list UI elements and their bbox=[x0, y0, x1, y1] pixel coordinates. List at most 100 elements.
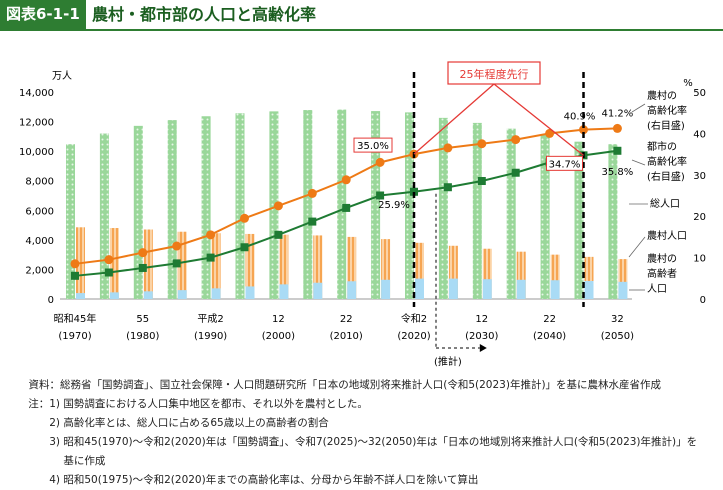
bar-total-population bbox=[133, 125, 143, 299]
point-urban-aging-rate bbox=[410, 187, 418, 196]
label-urban-2045: 34.7% bbox=[549, 159, 581, 170]
source-lead: 資料： bbox=[28, 379, 61, 391]
label-box-rural-2020 bbox=[353, 137, 393, 153]
bar-rural-population bbox=[211, 233, 221, 299]
label-urban-2050: 35.8% bbox=[602, 167, 634, 178]
label-rural-2045: 40.9% bbox=[564, 112, 596, 123]
bar-total-population bbox=[337, 109, 347, 299]
point-rural-aging-rate bbox=[138, 248, 148, 258]
bar-total-population bbox=[371, 111, 381, 299]
point-rural-aging-rate bbox=[172, 241, 182, 251]
x-tick-sublabel: (2030) bbox=[465, 331, 498, 342]
bar-total-population bbox=[608, 144, 618, 299]
bar-rural-elderly bbox=[109, 292, 119, 299]
x-tick-sublabel: (2050) bbox=[601, 331, 634, 342]
legend-urban-aging-rate: 都市の高齢化率(右目盛) bbox=[647, 140, 687, 183]
note-2-lead: 2) bbox=[49, 417, 60, 429]
source-text: 総務省「国勢調査」、国立社会保障・人口問題研究所「日本の地域別将来推計人口(令和… bbox=[60, 379, 662, 391]
x-tick-sublabel: (1980) bbox=[126, 331, 159, 342]
left-axis-unit: 万人 bbox=[52, 70, 72, 82]
point-urban-aging-rate bbox=[477, 177, 486, 186]
bar-rural-elderly bbox=[177, 290, 187, 299]
bar-total-population bbox=[99, 133, 109, 299]
bar-total-population bbox=[438, 117, 448, 299]
callout-arrow-left bbox=[413, 83, 495, 155]
legend-leader-urban-rate bbox=[631, 159, 646, 166]
x-tick-sublabel: (2020) bbox=[397, 331, 430, 342]
bar-rural-population bbox=[245, 233, 255, 299]
bar-rural-population bbox=[143, 229, 153, 299]
bar-rural-population bbox=[381, 239, 391, 299]
right-tick-label: 10 bbox=[693, 254, 706, 265]
bar-rural-elderly bbox=[482, 279, 492, 299]
bar-rural-elderly bbox=[279, 284, 289, 299]
label-box-urban-2045 bbox=[546, 155, 583, 171]
bar-rural-elderly bbox=[584, 280, 594, 299]
point-urban-aging-rate bbox=[613, 146, 622, 155]
chart-area: 万人% 0 2,000 4,000 6,000 8,000 10,000 12,000 14,0… bbox=[19, 61, 706, 368]
x-tick-label: 22 bbox=[543, 314, 556, 325]
legend-rural-elderly: 農村の高齢者人口 bbox=[647, 252, 677, 295]
note-1: 国勢調査における人口集中地区を都市、それ以外を農村とした。 bbox=[63, 398, 368, 410]
x-tick-sublabel: (2000) bbox=[262, 331, 295, 342]
point-urban-aging-rate bbox=[308, 217, 317, 226]
callout-arrow-right bbox=[493, 83, 584, 156]
projection-label: (推計) bbox=[434, 355, 462, 368]
legend-leader-rural-rate bbox=[631, 103, 646, 113]
x-tick-label: 55 bbox=[136, 314, 149, 325]
bar-total-population bbox=[235, 113, 245, 299]
note-3-lead: 3) bbox=[49, 436, 60, 448]
bar-rural-elderly bbox=[347, 281, 357, 299]
note-3: 昭和45(1970)〜令和2(2020)年は「国勢調査」、令和7(2025)〜3… bbox=[63, 436, 698, 448]
bar-total-population bbox=[540, 135, 550, 299]
chart-title: 農村・都市部の人口と高齢化率 bbox=[92, 5, 317, 24]
x-tick-label: 12 bbox=[272, 314, 285, 325]
left-tick-label: 12,000 bbox=[19, 118, 54, 129]
point-urban-aging-rate bbox=[376, 191, 385, 200]
callout-label: 25年程度先行 bbox=[460, 67, 529, 81]
bar-rural-population bbox=[177, 231, 187, 299]
label-urban-2020: 25.9% bbox=[378, 200, 410, 211]
bar-rural-population bbox=[618, 259, 628, 299]
point-urban-aging-rate bbox=[172, 259, 181, 268]
bar-total-population bbox=[201, 116, 211, 300]
bar-total-population bbox=[506, 128, 516, 299]
bar-total-population bbox=[574, 141, 584, 299]
point-urban-aging-rate bbox=[71, 271, 79, 280]
point-rural-aging-rate bbox=[443, 143, 453, 153]
point-rural-aging-rate bbox=[375, 157, 385, 167]
bar-rural-elderly bbox=[76, 293, 85, 299]
x-tick-label: 平成2 bbox=[197, 313, 223, 325]
notes-block: 資料：総務省「国勢調査」、国立社会保障・人口問題研究所「日本の地域別将来推計人口… bbox=[16, 376, 716, 490]
x-tick-label: 32 bbox=[611, 314, 624, 325]
bar-rural-elderly bbox=[211, 288, 221, 299]
x-tick-sublabel: (2040) bbox=[533, 331, 566, 342]
right-tick-label: 0 bbox=[700, 295, 706, 306]
point-urban-aging-rate bbox=[138, 263, 147, 272]
point-rural-aging-rate bbox=[612, 123, 622, 133]
left-tick-label: 2,000 bbox=[25, 265, 54, 276]
bar-total-population bbox=[269, 111, 279, 299]
note-4-lead: 4) bbox=[49, 474, 60, 486]
point-urban-aging-rate bbox=[274, 230, 283, 239]
left-tick-label: 4,000 bbox=[25, 236, 54, 247]
left-tick-label: 0 bbox=[48, 295, 54, 306]
bar-rural-elderly bbox=[381, 279, 391, 299]
bar-total-population bbox=[66, 144, 75, 299]
point-rural-aging-rate bbox=[240, 213, 249, 223]
bar-rural-population bbox=[415, 242, 424, 299]
bar-rural-elderly bbox=[143, 291, 153, 299]
bar-rural-elderly bbox=[313, 282, 323, 299]
point-rural-aging-rate bbox=[579, 125, 588, 135]
bar-rural-population bbox=[109, 228, 119, 299]
bar-rural-elderly bbox=[550, 280, 560, 299]
point-urban-aging-rate bbox=[443, 183, 452, 192]
x-tick-sublabel: (1970) bbox=[58, 331, 91, 342]
point-rural-aging-rate bbox=[477, 139, 487, 149]
bar-rural-population bbox=[516, 251, 526, 299]
right-tick-label: 40 bbox=[693, 129, 706, 140]
point-urban-aging-rate bbox=[104, 268, 113, 277]
figure-label: 図表6-1-1 bbox=[0, 0, 86, 29]
right-axis-unit: % bbox=[683, 78, 693, 89]
bar-rural-population bbox=[313, 235, 323, 299]
